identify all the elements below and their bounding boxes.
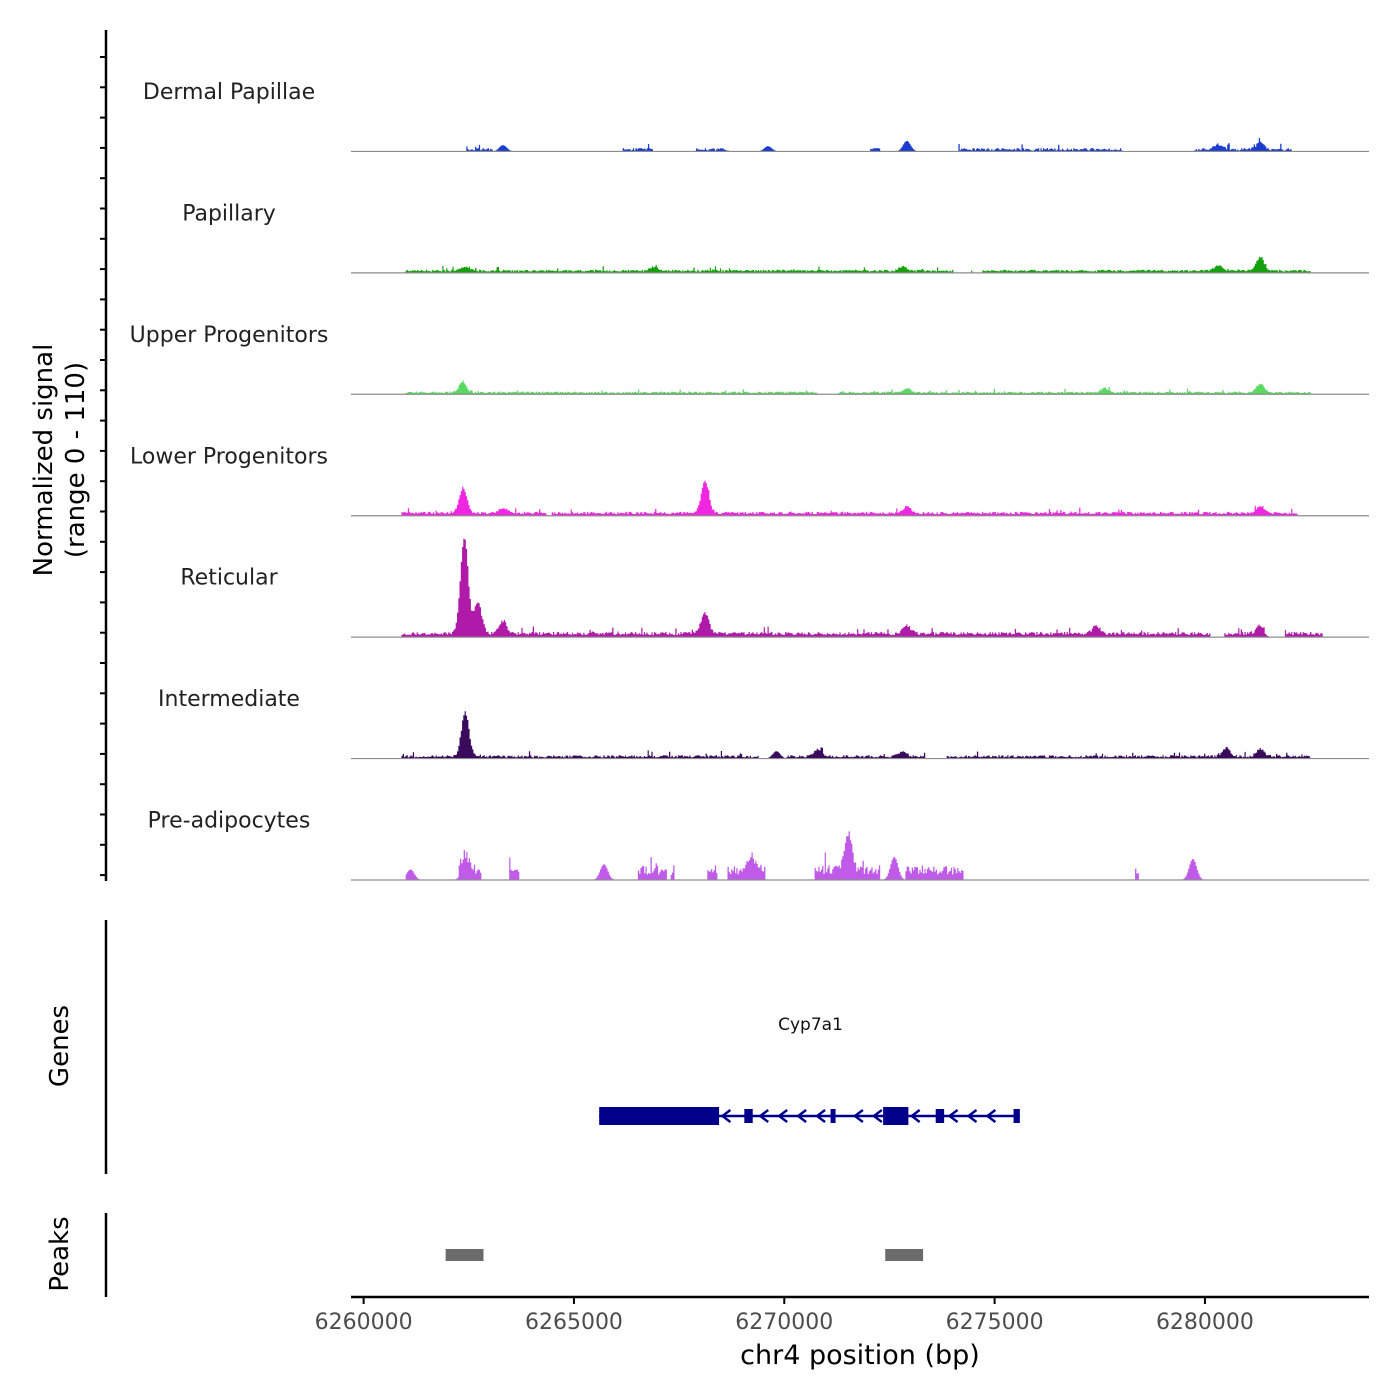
- track-pre-adipocytes: Pre-adipocytes: [148, 809, 1369, 881]
- peaks-y-label: Peaks: [45, 1216, 75, 1291]
- coverage-y-ticks: [100, 56, 106, 877]
- strand-arrow: [852, 1109, 864, 1123]
- signal-area: [401, 480, 1298, 516]
- track-label: Papillary: [182, 201, 276, 226]
- signal-area: [405, 256, 1311, 273]
- x-tick-label: 6280000: [1156, 1310, 1254, 1335]
- strand-arrow: [909, 1109, 921, 1123]
- signal-area: [401, 711, 1311, 759]
- track-label: Intermediate: [158, 687, 300, 712]
- strand-arrow: [777, 1109, 788, 1123]
- x-tick-label: 6275000: [946, 1310, 1044, 1335]
- strand-arrow: [720, 1109, 732, 1123]
- strand-arrow: [815, 1109, 826, 1123]
- track-intermediate: Intermediate: [158, 687, 1369, 760]
- x-axis-label: chr4 position (bp): [740, 1340, 980, 1371]
- track-upper-progenitors: Upper Progenitors: [130, 323, 1369, 395]
- strand-arrow: [871, 1109, 883, 1123]
- signal-area: [466, 138, 1292, 152]
- track-label: Pre-adipocytes: [148, 809, 311, 834]
- track-label: Upper Progenitors: [130, 323, 329, 348]
- x-tick-label: 6260000: [315, 1310, 413, 1335]
- track-dermal-papillae: Dermal Papillae: [143, 80, 1369, 153]
- exon: [599, 1107, 720, 1125]
- coverage-y-label: Normalized signal: [29, 344, 59, 577]
- exon: [935, 1109, 945, 1123]
- exon: [1013, 1109, 1020, 1123]
- strand-arrow: [985, 1109, 997, 1123]
- gene-name-label: Cyp7a1: [778, 1015, 843, 1035]
- track-label: Dermal Papillae: [143, 80, 315, 105]
- signal-area: [401, 538, 1323, 638]
- peak-track: [445, 1249, 924, 1261]
- coverage-tracks: Dermal Papillae Papillary Upper Progenitor…: [130, 80, 1369, 881]
- strand-arrow: [796, 1109, 807, 1123]
- track-label: Reticular: [180, 566, 278, 591]
- track-reticular: Reticular: [180, 538, 1369, 638]
- exon: [744, 1109, 753, 1123]
- strand-arrow: [758, 1109, 769, 1123]
- genes-y-label: Genes: [45, 1005, 75, 1087]
- exon: [883, 1107, 909, 1125]
- coverage-y-range-label: (range 0 - 110): [61, 362, 91, 558]
- strand-arrow: [947, 1109, 959, 1123]
- peak-region: [445, 1249, 484, 1261]
- track-papillary: Papillary: [182, 201, 1369, 274]
- signal-area: [405, 380, 1311, 395]
- x-tick-label: 6265000: [525, 1310, 623, 1335]
- x-axis-ticks: 6260000 6265000 6270000 6275000 6280000: [315, 1297, 1254, 1335]
- track-label: Lower Progenitors: [130, 444, 328, 469]
- strand-arrow: [966, 1109, 978, 1123]
- track-lower-progenitors: Lower Progenitors: [130, 444, 1369, 517]
- gene-track: Cyp7a1: [599, 1015, 1020, 1125]
- exon: [830, 1109, 836, 1123]
- x-tick-label: 6270000: [735, 1310, 833, 1335]
- signal-area: [405, 831, 1204, 880]
- peak-region: [885, 1249, 924, 1261]
